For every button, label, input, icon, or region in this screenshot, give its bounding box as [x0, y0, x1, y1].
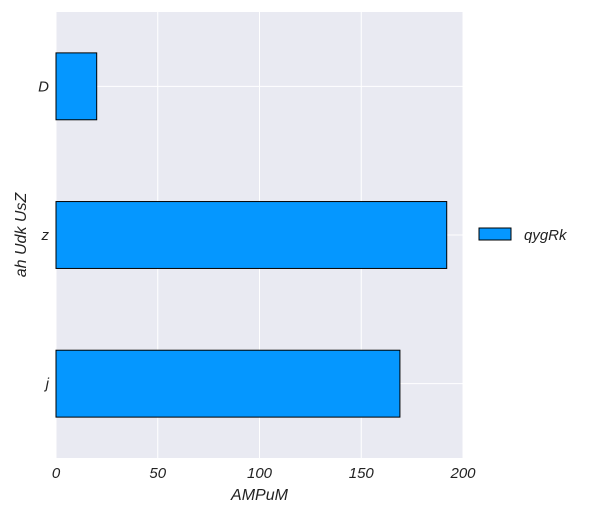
legend-swatch [478, 227, 512, 241]
legend: qygRk [478, 227, 568, 244]
bars [55, 52, 448, 418]
x-axis-ticks: 0 50 100 150 200 [52, 465, 476, 482]
legend-label: qygRk [524, 227, 568, 244]
bar-z [55, 201, 448, 269]
y-axis-ticks: Dz j [38, 78, 50, 392]
x-tick-label: 150 [349, 465, 375, 482]
x-tick-label: 50 [149, 465, 166, 482]
y-tick-label: D [38, 78, 49, 95]
x-axis-label: AMPuM [230, 487, 289, 504]
bar-D [55, 52, 98, 121]
y-tick-label: j [44, 376, 50, 393]
y-axis-label: ah Udk UsZ [13, 192, 30, 278]
bar-j [55, 349, 401, 418]
y-tick-label: z [41, 227, 50, 244]
x-tick-label: 0 [52, 465, 61, 482]
x-tick-label: 100 [247, 465, 273, 482]
x-tick-label: 200 [449, 465, 476, 482]
